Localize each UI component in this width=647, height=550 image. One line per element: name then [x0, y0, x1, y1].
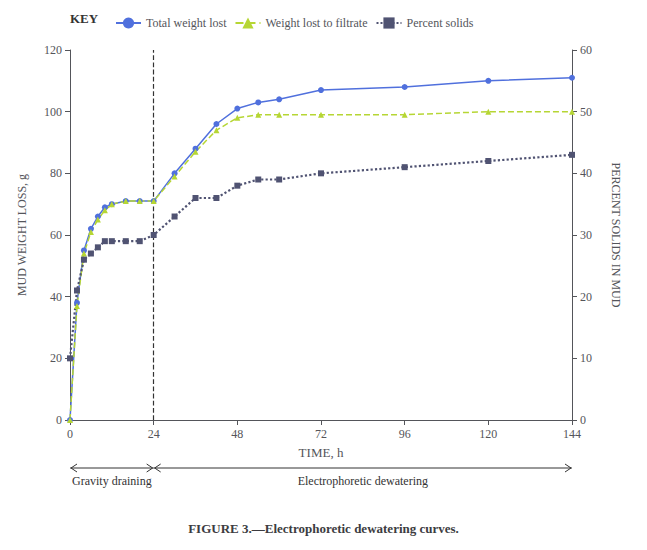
svg-text:MUD WEIGHT LOSS, g: MUD WEIGHT LOSS, g — [15, 174, 29, 296]
svg-text:Total weight lost: Total weight lost — [146, 16, 227, 30]
svg-text:PERCENT SOLIDS IN MUD: PERCENT SOLIDS IN MUD — [609, 163, 623, 308]
svg-text:50: 50 — [580, 105, 592, 119]
svg-text:Electrophoretic dewatering: Electrophoretic dewatering — [298, 474, 428, 488]
svg-text:10: 10 — [580, 351, 592, 365]
svg-text:Gravity draining: Gravity draining — [72, 474, 152, 488]
svg-text:120: 120 — [479, 427, 497, 441]
svg-text:96: 96 — [399, 427, 411, 441]
svg-text:30: 30 — [580, 228, 592, 242]
svg-text:48: 48 — [231, 427, 243, 441]
svg-text:Percent solids: Percent solids — [406, 16, 473, 30]
svg-text:24: 24 — [148, 427, 160, 441]
svg-text:144: 144 — [563, 427, 581, 441]
svg-text:80: 80 — [50, 166, 62, 180]
svg-text:60: 60 — [50, 228, 62, 242]
svg-text:0: 0 — [56, 413, 62, 427]
svg-text:120: 120 — [44, 43, 62, 57]
svg-text:20: 20 — [580, 290, 592, 304]
svg-text:60: 60 — [580, 43, 592, 57]
svg-text:20: 20 — [50, 351, 62, 365]
svg-text:TIME, h: TIME, h — [299, 445, 344, 460]
svg-text:40: 40 — [50, 290, 62, 304]
svg-text:KEY: KEY — [70, 11, 99, 26]
svg-text:40: 40 — [580, 166, 592, 180]
svg-text:72: 72 — [315, 427, 327, 441]
svg-text:100: 100 — [44, 105, 62, 119]
svg-text:0: 0 — [580, 413, 586, 427]
svg-text:Weight lost to filtrate: Weight lost to filtrate — [265, 16, 367, 30]
svg-text:FIGURE 3.—Electrophoretic dewa: FIGURE 3.—Electrophoretic dewatering cur… — [188, 521, 459, 536]
svg-text:0: 0 — [67, 427, 73, 441]
